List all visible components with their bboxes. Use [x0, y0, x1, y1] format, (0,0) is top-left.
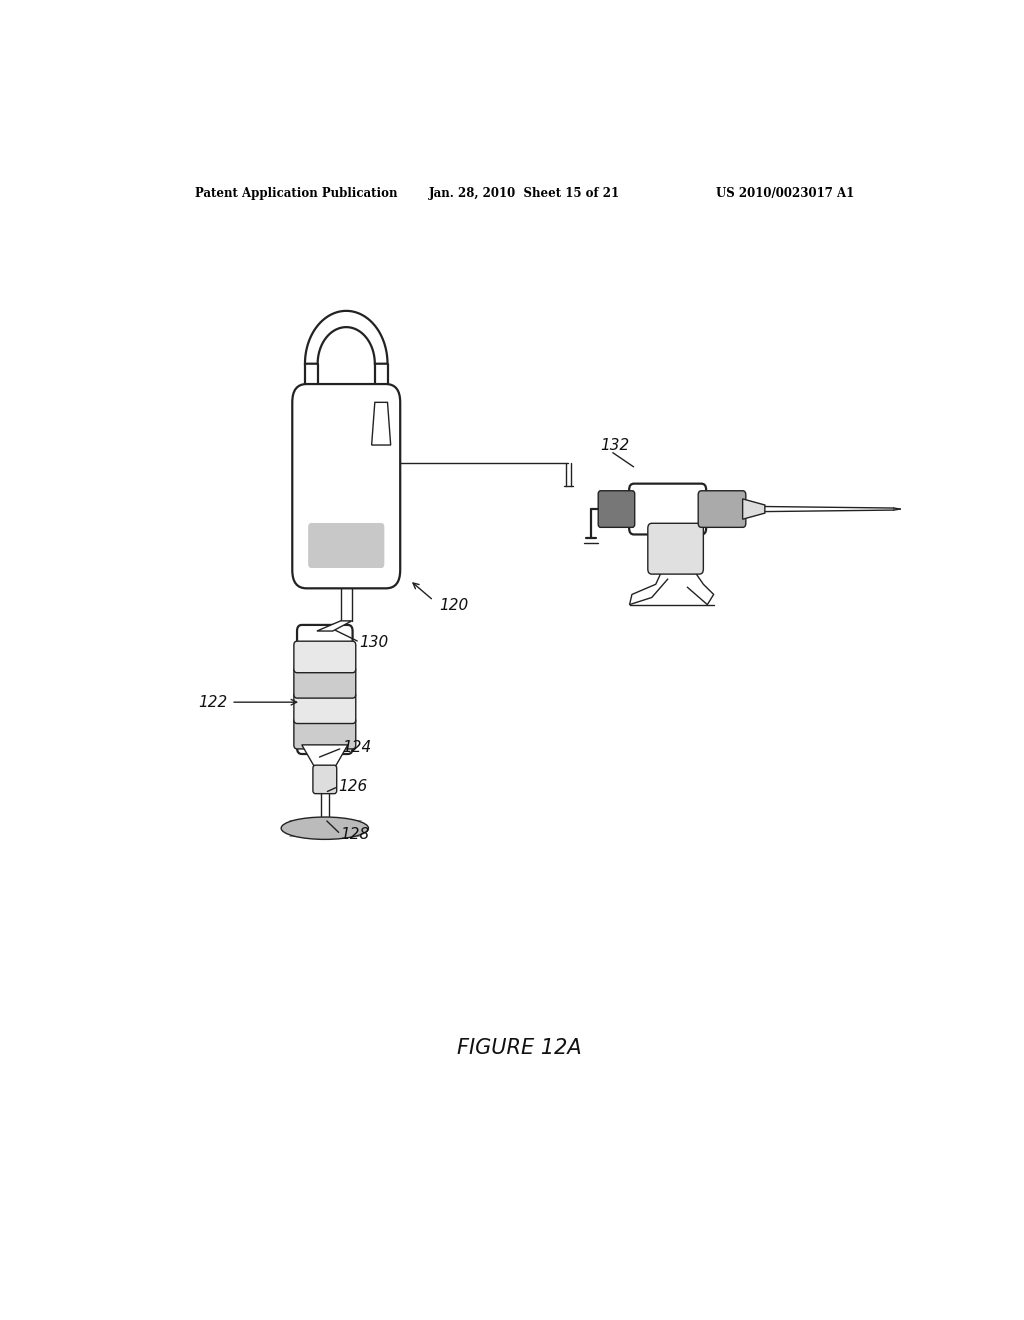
Polygon shape	[305, 312, 387, 364]
Text: 122: 122	[198, 694, 227, 710]
Text: FIGURE 12A: FIGURE 12A	[458, 1038, 582, 1057]
FancyBboxPatch shape	[648, 523, 703, 574]
FancyBboxPatch shape	[313, 766, 337, 793]
FancyBboxPatch shape	[308, 523, 384, 568]
FancyBboxPatch shape	[297, 624, 352, 754]
Text: 124: 124	[342, 741, 372, 755]
Text: 128: 128	[341, 826, 370, 842]
Text: 132: 132	[600, 437, 630, 453]
Text: US 2010/0023017 A1: US 2010/0023017 A1	[716, 187, 854, 199]
Text: 130: 130	[359, 635, 389, 649]
FancyBboxPatch shape	[294, 642, 355, 673]
Text: Patent Application Publication: Patent Application Publication	[196, 187, 398, 199]
FancyBboxPatch shape	[292, 384, 400, 589]
Ellipse shape	[282, 817, 369, 840]
Text: 126: 126	[338, 779, 368, 795]
Polygon shape	[316, 620, 352, 631]
Polygon shape	[742, 499, 765, 519]
Text: Jan. 28, 2010  Sheet 15 of 21: Jan. 28, 2010 Sheet 15 of 21	[429, 187, 621, 199]
Text: 120: 120	[439, 598, 468, 612]
FancyBboxPatch shape	[698, 491, 745, 528]
FancyBboxPatch shape	[629, 483, 707, 535]
FancyBboxPatch shape	[294, 667, 355, 698]
Polygon shape	[302, 744, 348, 768]
Polygon shape	[372, 403, 391, 445]
FancyBboxPatch shape	[598, 491, 635, 528]
FancyBboxPatch shape	[294, 692, 355, 723]
FancyBboxPatch shape	[294, 718, 355, 748]
